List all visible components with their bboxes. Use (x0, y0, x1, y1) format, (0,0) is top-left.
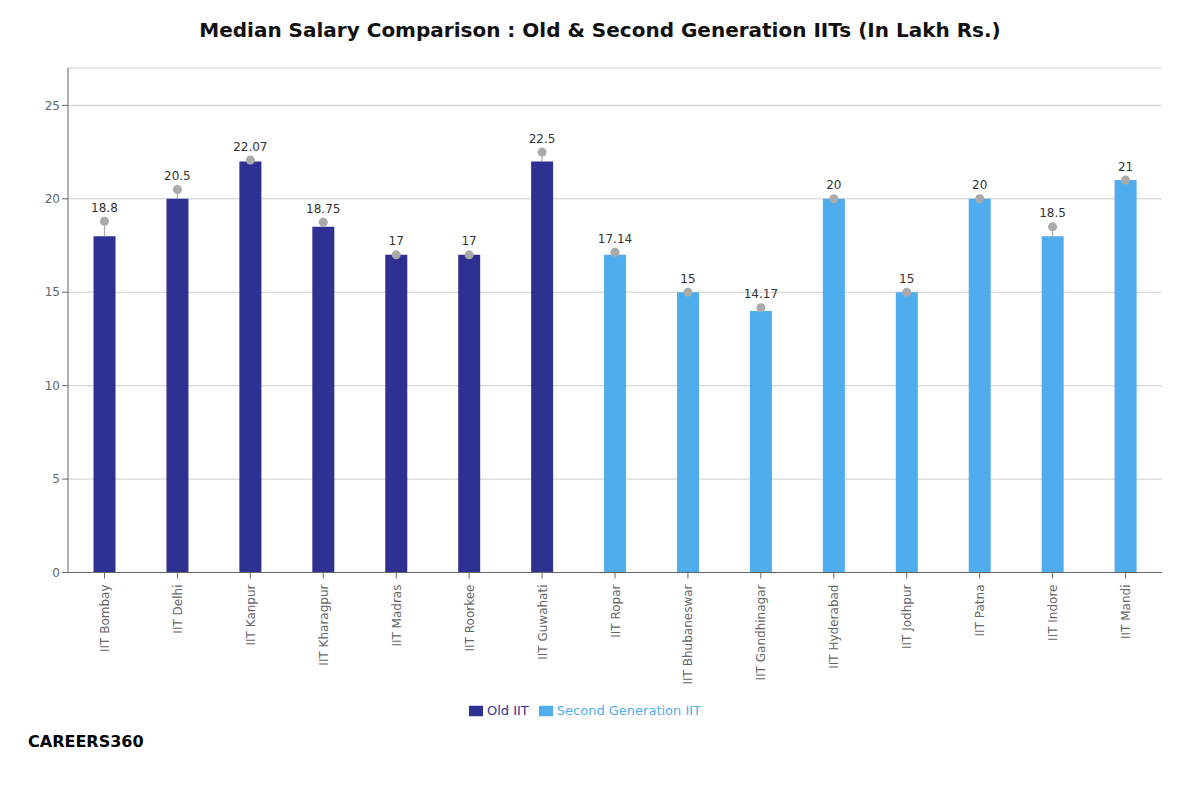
svg-text:20: 20 (972, 178, 987, 192)
svg-text:18.5: 18.5 (1039, 206, 1066, 220)
svg-text:IIT Hyderabad: IIT Hyderabad (827, 585, 841, 669)
svg-text:IIT Kanpur: IIT Kanpur (244, 584, 258, 645)
svg-text:IIT Jodhpur: IIT Jodhpur (900, 584, 914, 649)
svg-text:IIT Bhubaneswar: IIT Bhubaneswar (681, 584, 695, 684)
svg-text:15: 15 (45, 285, 60, 299)
svg-text:IIT Mandi: IIT Mandi (1119, 585, 1133, 640)
svg-text:17: 17 (389, 234, 404, 248)
svg-text:14.17: 14.17 (744, 287, 778, 301)
svg-text:22.5: 22.5 (529, 132, 556, 146)
svg-text:IIT Kharagpur: IIT Kharagpur (317, 584, 331, 665)
html-text:CAREERS 360: CAREERS 360 (28, 732, 144, 751)
svg-text:20: 20 (45, 192, 60, 206)
svg-text:IIT Patna: IIT Patna (973, 585, 987, 637)
svg-text:5: 5 (52, 472, 60, 486)
svg-text:IIT Gandhinagar: IIT Gandhinagar (754, 584, 768, 680)
svg-text:17.14: 17.14 (598, 232, 632, 246)
svg-text:IIT Delhi: IIT Delhi (171, 585, 185, 634)
svg-text:0: 0 (52, 566, 60, 580)
svg-text:25: 25 (45, 99, 60, 113)
svg-text:IIT Roorkee: IIT Roorkee (463, 585, 477, 652)
html-text:Old IIT: Old IIT (487, 702, 529, 718)
svg-text:IIT Guwahati: IIT Guwahati (536, 585, 550, 660)
svg-text:IIT Ropar: IIT Ropar (609, 584, 623, 637)
svg-text:20.5: 20.5 (164, 169, 191, 183)
svg-text:IIT Indore: IIT Indore (1046, 585, 1060, 641)
svg-text:22.07: 22.07 (233, 140, 267, 154)
svg-text:17: 17 (461, 234, 476, 248)
svg-text:IIT Bombay: IIT Bombay (98, 585, 112, 653)
svg-text:18.75: 18.75 (306, 202, 340, 216)
svg-text:15: 15 (899, 272, 914, 286)
html-text:Median Salary Comparison : Old: Median Salary Comparison : Old & Second … (199, 18, 1001, 42)
html-text:Second Generation IIT: Second Generation IIT (556, 702, 701, 718)
svg-text:20: 20 (826, 178, 841, 192)
svg-text:10: 10 (45, 379, 60, 393)
svg-text:15: 15 (680, 272, 695, 286)
svg-text:18.8: 18.8 (91, 201, 118, 215)
svg-text:IIT Madras: IIT Madras (390, 585, 404, 647)
svg-text:21: 21 (1118, 160, 1133, 174)
